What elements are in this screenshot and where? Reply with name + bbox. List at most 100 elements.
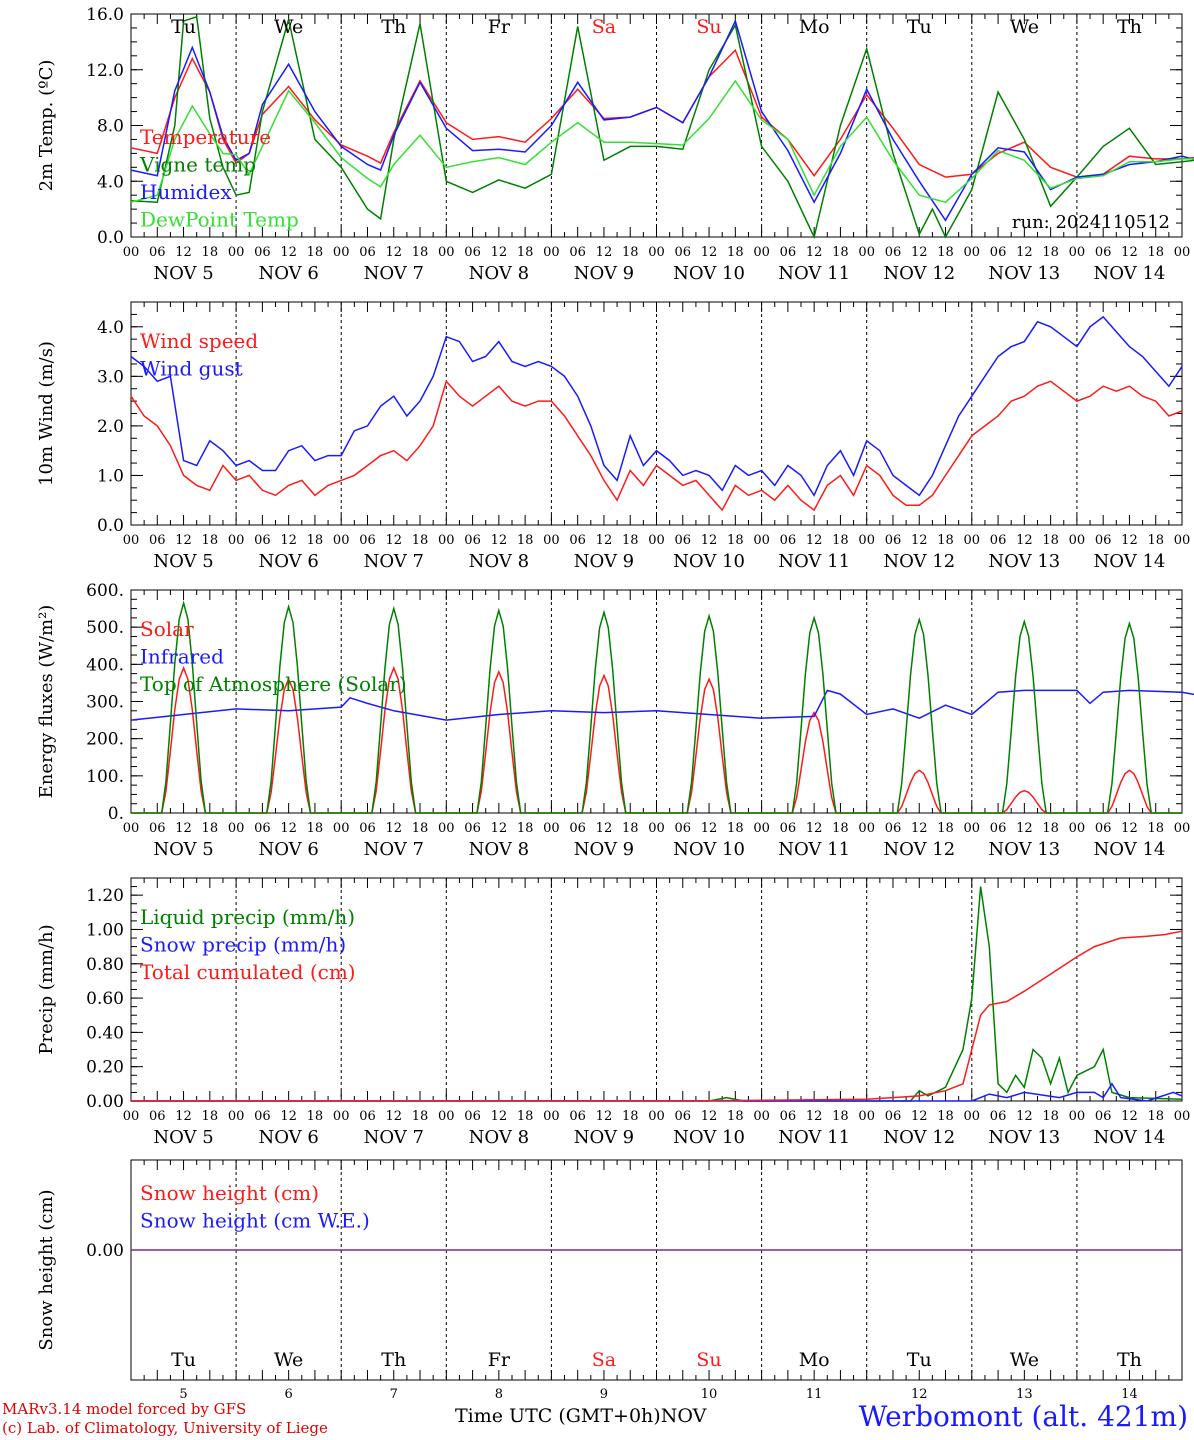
series-line-infrared xyxy=(130,689,1194,721)
hour-tick-label: 18 xyxy=(727,245,744,260)
hour-tick-label: 06 xyxy=(990,821,1007,836)
series-line-top-of-atmosphere-solar- xyxy=(131,600,1182,814)
date-label: NOV 8 xyxy=(469,263,529,284)
hour-tick-label: 18 xyxy=(1147,1109,1164,1124)
y-tick-label: 12.0 xyxy=(86,61,124,81)
hour-tick-label: 18 xyxy=(202,1109,219,1124)
date-label: NOV 10 xyxy=(673,551,745,572)
legend-entry: Infrared xyxy=(140,645,224,669)
legend-entry: Humidex xyxy=(140,180,232,204)
hour-tick-label: 18 xyxy=(517,245,534,260)
y-axis-label: 10m Wind (m/s) xyxy=(36,341,57,486)
hour-tick-label: 06 xyxy=(569,821,586,836)
hour-tick-label: 18 xyxy=(1042,533,1059,548)
hour-tick-label: 00 xyxy=(543,533,560,548)
hour-tick-label: 18 xyxy=(832,533,849,548)
hour-tick-label: 00 xyxy=(1174,1109,1191,1124)
date-label: NOV 7 xyxy=(364,551,424,572)
date-label: NOV 14 xyxy=(1094,1127,1166,1148)
series-line-total-cumulated-cm- xyxy=(130,930,1183,1102)
hour-tick-label: 18 xyxy=(1042,821,1059,836)
hour-tick-label: 06 xyxy=(780,1109,797,1124)
hour-tick-label: 12 xyxy=(1121,533,1138,548)
hour-tick-label: 18 xyxy=(307,245,324,260)
hour-tick-label: 18 xyxy=(727,533,744,548)
hour-tick-label: 06 xyxy=(569,533,586,548)
y-tick-label: 0.0 xyxy=(97,228,124,248)
day-name: Su xyxy=(696,16,721,38)
hour-tick-label: 00 xyxy=(438,245,455,260)
hour-tick-label: 06 xyxy=(780,533,797,548)
day-name: Fr xyxy=(488,16,511,38)
hour-tick-label: 18 xyxy=(412,821,429,836)
date-label: NOV 6 xyxy=(258,839,318,860)
hour-tick-label: 12 xyxy=(701,1109,718,1124)
hour-tick-label: 18 xyxy=(307,533,324,548)
hour-tick-label: 06 xyxy=(464,821,481,836)
time-axis-caption: Time UTC (GMT+0h)NOV xyxy=(455,1405,706,1427)
hour-tick-label: 00 xyxy=(1174,245,1191,260)
day-name: Su xyxy=(696,1349,721,1371)
y-tick-label: 100. xyxy=(86,767,124,787)
hour-tick-label: 00 xyxy=(753,821,770,836)
hour-tick-label: 12 xyxy=(1121,1109,1138,1124)
panel-frame xyxy=(130,13,1183,238)
hour-tick-label: 12 xyxy=(701,821,718,836)
hour-tick-label: 00 xyxy=(333,821,350,836)
hour-tick-label: 00 xyxy=(964,821,981,836)
hour-tick-label: 00 xyxy=(648,533,665,548)
y-axis-label: 2m Temp. (ºC) xyxy=(36,60,57,192)
series-line-vigne-temp xyxy=(130,15,1194,240)
day-name: We xyxy=(274,16,303,38)
run-label: run: 2024110512 xyxy=(1012,212,1170,233)
day-number-label: 11 xyxy=(806,1387,823,1402)
date-label: NOV 9 xyxy=(574,551,634,572)
hour-tick-label: 18 xyxy=(202,245,219,260)
panel-1 xyxy=(130,13,1194,240)
hour-tick-label: 12 xyxy=(1016,821,1033,836)
date-label: NOV 14 xyxy=(1094,551,1166,572)
hour-tick-label: 18 xyxy=(517,821,534,836)
hour-tick-label: 06 xyxy=(780,245,797,260)
hour-tick-label: 12 xyxy=(806,821,823,836)
hour-tick-label: 12 xyxy=(491,821,508,836)
day-number-label: 12 xyxy=(911,1387,928,1402)
hour-tick-label: 06 xyxy=(254,533,271,548)
date-label: NOV 14 xyxy=(1094,839,1166,860)
hour-tick-label: 18 xyxy=(622,1109,639,1124)
day-name: Mo xyxy=(799,1349,830,1371)
legend-entry: Liquid precip (mm/h) xyxy=(140,905,355,929)
hour-tick-label: 06 xyxy=(149,533,166,548)
legend-entry: Snow height (cm) xyxy=(140,1181,319,1205)
hour-tick-label: 06 xyxy=(885,821,902,836)
hour-tick-label: 06 xyxy=(885,1109,902,1124)
series-line-wind-gust xyxy=(130,315,1183,497)
hour-tick-label: 12 xyxy=(806,533,823,548)
hour-tick-label: 18 xyxy=(937,821,954,836)
hour-tick-label: 06 xyxy=(780,821,797,836)
hour-tick-label: 18 xyxy=(202,533,219,548)
hour-tick-label: 18 xyxy=(622,533,639,548)
hour-tick-label: 00 xyxy=(333,1109,350,1124)
day-number-label: 7 xyxy=(390,1387,398,1402)
hour-tick-label: 12 xyxy=(911,821,928,836)
hour-tick-label: 18 xyxy=(727,1109,744,1124)
day-name: Tu xyxy=(907,16,932,38)
hour-tick-label: 12 xyxy=(491,1109,508,1124)
legend-entry: Solar xyxy=(140,617,194,641)
time-axis-label: Time UTC (GMT+0h) xyxy=(455,1405,661,1427)
series-line-wind-speed xyxy=(130,379,1183,512)
hour-tick-label: 12 xyxy=(175,533,192,548)
hour-tick-label: 00 xyxy=(333,533,350,548)
hour-tick-label: 06 xyxy=(464,1109,481,1124)
hour-tick-label: 06 xyxy=(675,245,692,260)
y-tick-label: 200. xyxy=(86,730,124,750)
hour-tick-label: 00 xyxy=(228,245,245,260)
day-name: We xyxy=(1010,1349,1039,1371)
date-label: NOV 10 xyxy=(673,263,745,284)
y-tick-label: 0.0 xyxy=(97,516,124,536)
legend-entry: Snow height (cm W.E.) xyxy=(140,1209,370,1233)
date-label: NOV 13 xyxy=(988,1127,1060,1148)
hour-tick-label: 00 xyxy=(753,1109,770,1124)
hour-tick-label: 06 xyxy=(885,245,902,260)
